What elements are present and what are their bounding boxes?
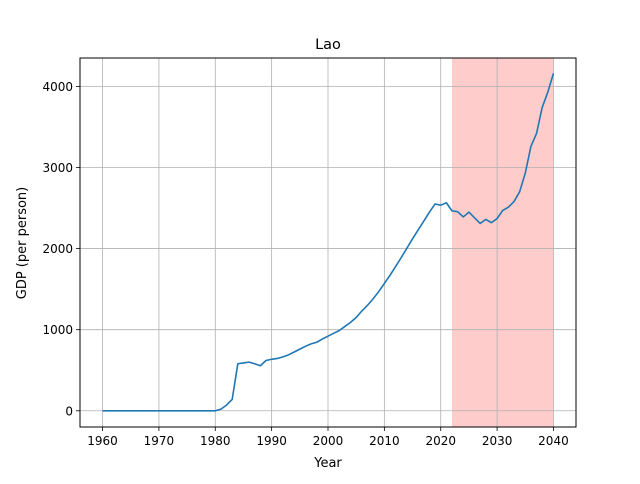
x-tick-label: 1970	[144, 434, 175, 448]
y-tick-label: 3000	[42, 161, 73, 175]
grid-layer	[80, 58, 576, 427]
x-tick-label: 1960	[87, 434, 118, 448]
series-line	[102, 73, 555, 412]
x-tick-label: 2040	[538, 434, 569, 448]
y-tick-label: 2000	[42, 242, 73, 256]
series-layer	[102, 73, 555, 412]
ticks-layer: 1960 1970 1980 1990 2000 2010 2020 2030 2040 0 100…	[42, 80, 568, 448]
x-axis-label: Year	[313, 456, 342, 471]
x-tick-label: 1990	[256, 434, 287, 448]
x-tick-label: 2030	[482, 434, 513, 448]
forecast-region	[452, 58, 554, 427]
highlight-layer	[452, 58, 554, 427]
x-tick-label: 2000	[313, 434, 344, 448]
chart-title: Lao	[315, 37, 341, 53]
y-tick-label: 4000	[42, 80, 73, 94]
y-axis-label: GDP (per person)	[15, 187, 30, 300]
x-tick-label: 2010	[369, 434, 400, 448]
y-tick-label: 0	[65, 404, 73, 418]
x-tick-label: 1980	[200, 434, 231, 448]
y-tick-label: 1000	[42, 323, 73, 337]
x-tick-label: 2020	[425, 434, 456, 448]
